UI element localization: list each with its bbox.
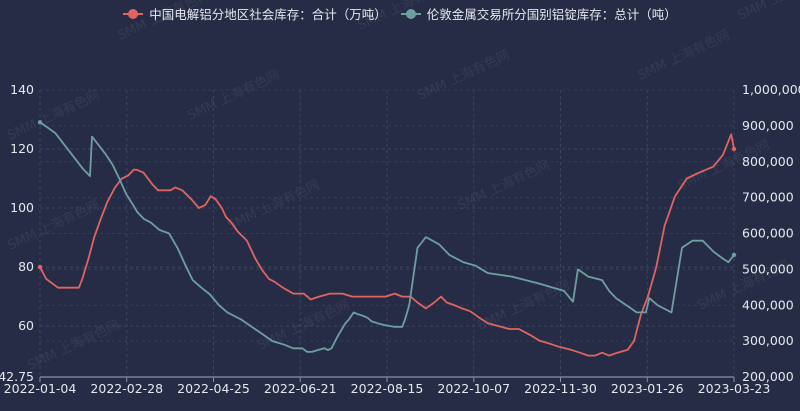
watermark-text: SMM 上海有色网: [185, 67, 282, 124]
y-left-tick-label: 42.75: [0, 369, 34, 384]
y-right-tick-label: 400,000: [742, 297, 794, 312]
line-marker-icon: [123, 8, 144, 19]
legend-item-china-aluminum-stock[interactable]: 中国电解铝分地区社会库存：合计（万吨）: [123, 4, 387, 23]
watermark-text: SMM 上海有色网: [115, 0, 212, 44]
line-marker-icon: [400, 8, 421, 19]
y-right-tick-label: 600,000: [742, 226, 794, 241]
legend-item-lme-aluminum-stock[interactable]: 伦敦金属交易所分国别铝锭库存：总计（吨）: [400, 4, 677, 23]
y-right-tick-label: 500,000: [742, 261, 794, 276]
y-left-tick-label: 100: [10, 200, 34, 215]
y-right-tick-label: 800,000: [742, 154, 794, 169]
y-right-tick-label: 1,000,000: [742, 82, 800, 97]
data-point-marker[interactable]: [37, 264, 43, 270]
lme-stock-line[interactable]: [39, 121, 735, 353]
x-tick-label: 2022-06-21: [264, 381, 337, 396]
chart-legend: 中国电解铝分地区社会库存：合计（万吨） 伦敦金属交易所分国别铝锭库存：总计（吨）: [0, 4, 800, 23]
y-right-tick-label: 200,000: [742, 369, 794, 384]
x-tick-label: 2023-03-23: [698, 381, 771, 396]
y-right-tick-label: 900,000: [742, 118, 794, 133]
y-right-tick-label: 700,000: [742, 190, 794, 205]
series-layer: [37, 120, 737, 357]
y-left-tick-label: 80: [18, 259, 34, 274]
watermark-text: SMM 上海有色网: [415, 47, 512, 104]
watermark-text: SMM 上海有色网: [225, 177, 322, 234]
x-tick-label: 2022-02-28: [90, 381, 163, 396]
data-point-marker[interactable]: [731, 252, 737, 258]
y-left-tick-label: 60: [18, 318, 34, 333]
axes: 2022-01-04 2022-02-28 2022-04-25 2022-06-21…: [0, 82, 800, 396]
x-tick-label: 2022-10-07: [437, 381, 510, 396]
x-tick-label: 2022-11-30: [524, 381, 597, 396]
watermark-text: SMM 上海有色网: [355, 0, 452, 34]
grid-lines: [39, 89, 735, 377]
china-stock-line[interactable]: [39, 133, 735, 357]
y-right-tick-label: 300,000: [742, 333, 794, 348]
legend-label: 中国电解铝分地区社会库存：合计（万吨）: [149, 7, 387, 22]
data-point-marker[interactable]: [731, 146, 737, 152]
y-left-tick-label: 140: [10, 82, 34, 97]
data-point-marker[interactable]: [37, 120, 43, 125]
x-tick-label: 2023-01-26: [611, 381, 684, 396]
legend-label: 伦敦金属交易所分国别铝锭库存：总计（吨）: [426, 7, 677, 22]
x-tick-label: 2022-04-25: [177, 381, 250, 396]
x-tick-label: 2022-08-15: [351, 381, 424, 396]
y-left-tick-label: 120: [10, 141, 34, 156]
watermark-text: SMM 上海有色网: [455, 157, 552, 214]
watermark-text: SMM 上海有色网: [735, 0, 800, 24]
watermark-text: SMM 上海有色网: [635, 27, 732, 84]
x-tick-label: 2022-01-04: [4, 381, 77, 396]
